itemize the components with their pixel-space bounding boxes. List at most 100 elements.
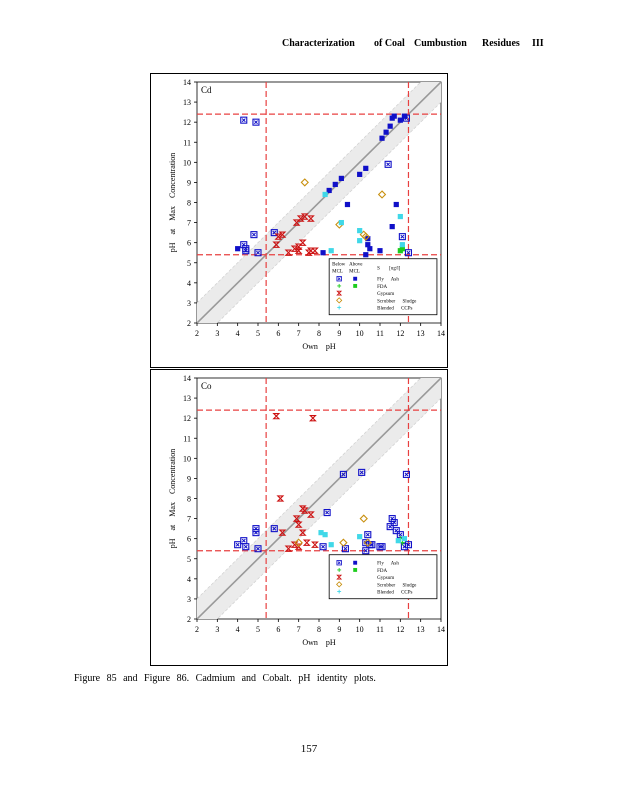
legend-marker-shape [337,567,342,572]
band-edge [197,82,422,304]
y-tick-label: 10 [183,454,191,463]
page-number: 157 [300,743,318,755]
legend-entry: FDA [337,283,388,290]
series-blended-ccps [322,191,405,254]
x-tick-label: 11 [376,329,384,338]
legend: Fly Ash FDA Gypsum Scrubber Sludge Blended C… [328,554,438,600]
data-point [276,495,285,502]
data-point [378,543,386,551]
legend-marker [336,297,343,304]
x-tick-label: 10 [356,625,364,634]
x-tick-label: 9 [337,625,341,634]
data-point [292,219,301,226]
data-point [363,165,369,171]
data-point [300,178,309,187]
y-tick-label: 5 [187,259,191,268]
data-point [308,415,317,422]
legend-marker-shape [353,567,358,572]
legend-entry: Scrubber Sludge [336,581,417,588]
series-fly-ash [240,114,413,257]
x-tick-label: 14 [437,329,445,338]
legend-header-text: MCL [349,270,360,275]
legend-marker-shape [336,297,343,304]
data-point [328,248,334,254]
y-tick-label: 14 [183,78,191,87]
legend-entry: Fly Ash [336,560,399,567]
legend-marker-shape [336,574,343,580]
data-point [254,249,262,257]
cobalt-chart: 2 3 4 5 6 7 8 9 10 11 12 13 14 2 3 4 5 6 7 8 9 10 11 12 13 14 Own … [168,374,445,647]
data-point [298,529,307,536]
data-point [240,116,248,124]
data-point [322,532,328,538]
data-point [292,515,301,522]
legend-entry-label: Blended CCPs [377,591,412,596]
data-point [399,246,405,252]
legend-box [328,554,438,600]
header-word: Cumbustion [414,38,467,49]
legend-entry-label: Fly Ash [377,278,399,283]
y-tick-label: 2 [187,615,191,624]
band-edge [216,397,441,619]
data-point [326,187,332,194]
data-point [294,543,303,550]
legend-marker-shape [336,581,343,588]
data-point [298,239,307,246]
data-point [284,545,293,552]
data-point [390,519,398,527]
legend-entry: FDA [337,567,388,574]
x-tick-label: 2 [195,329,199,338]
x-axis-label: Own pH [302,342,336,351]
data-point [357,238,363,244]
data-point [235,246,241,252]
legend-entry-label: Scrubber Sludge [377,583,417,588]
cadmium-chart: 2 3 4 5 6 7 8 9 10 11 12 13 14 2 3 4 5 6 7 8 9 10 11 12 13 14 Own … [168,78,445,351]
cadmium-chart-panel: 2 3 4 5 6 7 8 9 10 11 12 13 14 2 3 4 5 6 7 8 9 10 11 12 13 14 Own … [150,73,448,368]
data-point [250,231,258,239]
data-point [318,530,324,536]
x-tick-label: 11 [376,625,384,634]
data-point [294,247,303,254]
data-point [401,536,407,542]
legend-entry-label: FDA [377,285,387,290]
plot-area [197,378,441,619]
y-tick-label: 11 [183,434,191,443]
legend-header-text: [ug/l] [389,267,400,272]
legend-entry-label: Blended CCPs [377,307,412,312]
data-point [402,470,410,478]
x-tick-label: 14 [437,625,445,634]
data-point [357,171,363,177]
legend-marker [336,574,343,580]
y-tick-label: 3 [187,595,191,604]
y-axis-label: pH at Max Concentration [168,449,177,549]
data-points [235,113,413,258]
data-point [397,213,403,220]
cobalt-chart-panel: 2 3 4 5 6 7 8 9 10 11 12 13 14 2 3 4 5 6 7 8 9 10 11 12 13 14 Own … [150,369,448,666]
legend-marker-shape [353,276,358,281]
data-point [399,242,405,248]
panel-label: Cd [201,85,212,95]
legend-header-text: S [377,267,380,272]
legend-marker [337,567,342,572]
data-point [311,541,319,548]
data-point [294,521,303,528]
data-point [284,249,293,256]
data-point [272,413,281,420]
legend: Below Above MCL MCL S [ug/l] Fly Ash FDA Gypsum S… [328,258,438,316]
data-point [300,213,309,220]
y-tick-label: 2 [187,319,191,328]
legend-marker [336,290,343,296]
data-point [379,135,385,141]
header-word: III [532,38,544,49]
legend-marker [353,283,358,288]
legend-entry-label: Gypsum [377,292,394,297]
legend-marker-shape [337,305,342,310]
legend-marker-shape [336,290,343,296]
band-edge [197,378,422,600]
data-point [254,545,262,553]
data-point [404,541,413,549]
x-tick-label: 7 [297,329,301,338]
header-word: Residues [482,38,520,49]
legend-entry: Blended CCPs [337,589,413,596]
x-tick-label: 8 [317,329,321,338]
